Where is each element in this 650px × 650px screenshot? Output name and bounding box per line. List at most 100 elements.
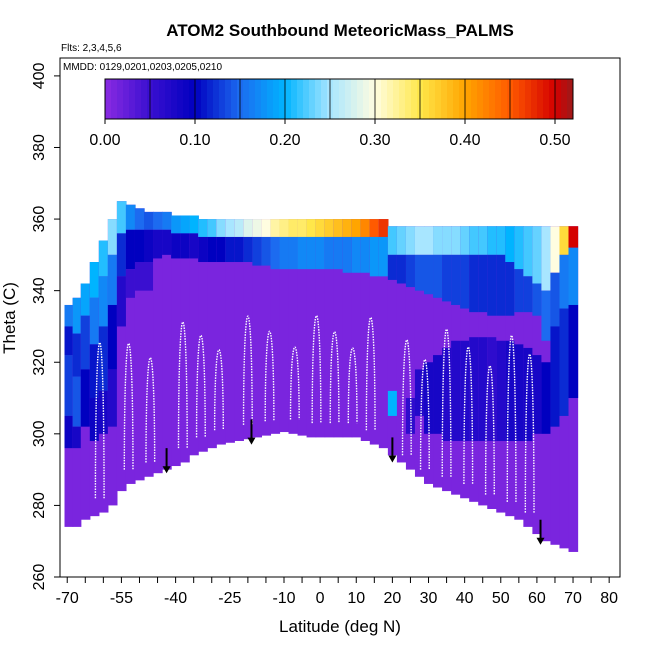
x-tick-label: 70 bbox=[564, 590, 582, 607]
flight-trace bbox=[145, 357, 156, 463]
y-tick-label: 280 bbox=[31, 492, 48, 519]
heatmap-cell bbox=[460, 254, 470, 309]
heatmap-cell bbox=[243, 219, 253, 440]
heatmap-cell bbox=[514, 344, 524, 441]
heatmap-cell bbox=[162, 211, 172, 470]
colorbar-segment bbox=[423, 79, 430, 119]
colorbar-segment bbox=[543, 79, 550, 119]
flight-trace bbox=[441, 328, 452, 477]
heatmap-cell bbox=[568, 226, 579, 248]
heatmap-cell bbox=[134, 262, 145, 291]
heatmap-cell bbox=[153, 229, 163, 259]
colorbar-segment bbox=[177, 79, 184, 119]
heatmap-cell bbox=[442, 254, 452, 302]
colorbar-segment bbox=[405, 79, 412, 119]
heatmap-cell bbox=[72, 426, 82, 449]
heatmap-cell bbox=[64, 355, 74, 416]
heatmap-cell bbox=[433, 226, 443, 255]
heatmap-cell bbox=[360, 219, 371, 441]
heatmap-cell bbox=[171, 215, 181, 234]
heatmap-cell bbox=[125, 269, 136, 298]
heatmap-cell bbox=[297, 219, 308, 237]
colorbar-tick-label: 0.10 bbox=[179, 132, 210, 149]
heatmap-cell bbox=[487, 226, 497, 255]
colorbar-segment bbox=[441, 79, 448, 119]
colorbar-tick-label: 0.00 bbox=[89, 132, 120, 149]
y-tick-label: 320 bbox=[31, 349, 48, 376]
flight-trace bbox=[123, 343, 134, 470]
heatmap-cell bbox=[288, 219, 299, 237]
x-tick-label: 60 bbox=[528, 590, 546, 607]
heatmap-cell bbox=[270, 219, 281, 237]
heatmap-cell bbox=[189, 215, 199, 456]
heatmap-cell bbox=[89, 297, 100, 345]
y-tick-label: 260 bbox=[31, 564, 48, 591]
heatmap-cell bbox=[153, 211, 163, 230]
heatmap-cell bbox=[180, 233, 190, 259]
heatmap-cell bbox=[234, 219, 244, 441]
heatmap-cell bbox=[125, 229, 136, 270]
heatmap-cell bbox=[252, 219, 263, 237]
colorbar-segment bbox=[207, 79, 214, 119]
flights-note: Flts: 2,3,4,5,6 bbox=[61, 43, 122, 54]
heatmap-cell bbox=[369, 236, 380, 277]
heatmap-cell bbox=[541, 290, 552, 341]
heatmap-cell bbox=[523, 276, 533, 313]
heatmap-cell bbox=[98, 390, 109, 434]
x-tick-label: -70 bbox=[56, 590, 79, 607]
heatmap-cell bbox=[72, 333, 82, 377]
colorbar-segment bbox=[267, 79, 274, 119]
heatmap-cell bbox=[315, 219, 326, 438]
colorbar-segment bbox=[453, 79, 460, 119]
colorbar-segment bbox=[351, 79, 358, 119]
colorbar-segment bbox=[363, 79, 370, 119]
colorbar-segment bbox=[129, 79, 136, 119]
colorbar-segment bbox=[273, 79, 280, 119]
colorbar-segment bbox=[333, 79, 340, 119]
arrow-head bbox=[247, 437, 256, 445]
heatmap-cell bbox=[478, 337, 488, 441]
flight-trace bbox=[177, 321, 188, 449]
y-tick-label: 380 bbox=[31, 134, 48, 161]
heatmap-cell bbox=[279, 236, 290, 270]
heatmap-cell bbox=[297, 219, 308, 436]
heatmap-cell bbox=[396, 254, 407, 284]
heatmap-cell bbox=[469, 226, 479, 255]
heatmap-cell bbox=[351, 219, 362, 237]
colorbar-segment bbox=[435, 79, 442, 119]
heatmap-cell bbox=[98, 240, 109, 277]
colorbar-segment bbox=[549, 79, 556, 119]
colorbar-segment bbox=[243, 79, 250, 119]
heatmap-cell bbox=[225, 236, 235, 263]
heatmap-cell bbox=[153, 211, 163, 474]
heatmap-cell bbox=[387, 226, 398, 255]
heatmap-cell bbox=[405, 226, 416, 255]
heatmap-cell bbox=[496, 340, 506, 441]
heatmap-cell bbox=[541, 362, 552, 434]
heatmap-cell bbox=[541, 226, 552, 291]
y-tick-label: 400 bbox=[31, 62, 48, 89]
x-tick-label: -55 bbox=[110, 590, 133, 607]
colorbar-segment bbox=[231, 79, 238, 119]
colorbar-segment bbox=[309, 79, 316, 119]
x-tick-label: -25 bbox=[218, 590, 241, 607]
heatmap-cell bbox=[144, 262, 154, 291]
heatmap-cell bbox=[225, 219, 235, 443]
plot-frame bbox=[59, 57, 621, 578]
heatmap-cell bbox=[207, 236, 217, 263]
heatmap-cell bbox=[360, 236, 371, 273]
heatmap-cell bbox=[64, 415, 74, 449]
heatmap-cell bbox=[324, 219, 335, 438]
heatmap-cell bbox=[405, 254, 416, 288]
heatmap-cell bbox=[333, 219, 344, 438]
heatmap-cell bbox=[387, 226, 398, 456]
heatmap-cell bbox=[216, 219, 226, 237]
heatmap-cell bbox=[80, 283, 91, 316]
heatmap-cell bbox=[288, 236, 299, 270]
heatmap-cell bbox=[64, 326, 74, 356]
heatmap-cell bbox=[134, 208, 145, 230]
colorbar-segment bbox=[501, 79, 508, 119]
colorbar-segment bbox=[357, 79, 364, 119]
colorbar-segment bbox=[321, 79, 328, 119]
